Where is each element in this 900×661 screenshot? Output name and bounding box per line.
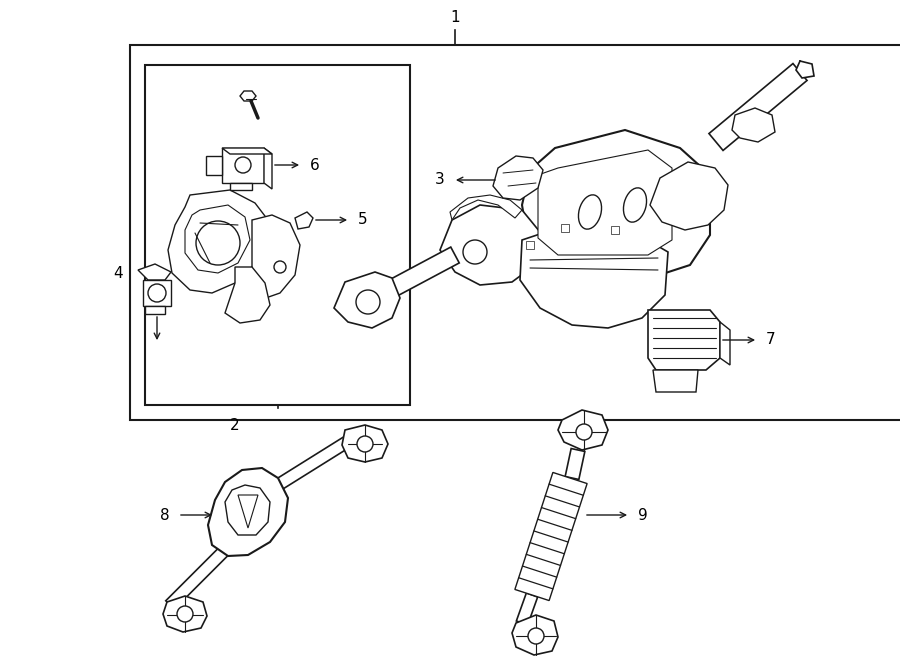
Polygon shape bbox=[138, 264, 171, 280]
Circle shape bbox=[528, 628, 544, 644]
Circle shape bbox=[177, 606, 193, 622]
Circle shape bbox=[356, 290, 380, 314]
Polygon shape bbox=[561, 224, 569, 232]
Circle shape bbox=[148, 284, 166, 302]
Polygon shape bbox=[493, 156, 543, 200]
Polygon shape bbox=[252, 215, 300, 300]
Text: 2: 2 bbox=[230, 418, 239, 433]
Ellipse shape bbox=[624, 188, 646, 222]
Circle shape bbox=[576, 424, 592, 440]
Polygon shape bbox=[334, 272, 400, 328]
Polygon shape bbox=[166, 546, 230, 609]
Polygon shape bbox=[342, 425, 388, 462]
Text: 6: 6 bbox=[310, 157, 320, 173]
Circle shape bbox=[196, 221, 240, 265]
Polygon shape bbox=[512, 615, 558, 655]
Polygon shape bbox=[709, 63, 807, 151]
Polygon shape bbox=[450, 195, 522, 220]
Text: 8: 8 bbox=[160, 508, 170, 522]
Polygon shape bbox=[240, 91, 256, 101]
Polygon shape bbox=[538, 150, 672, 255]
Polygon shape bbox=[208, 468, 288, 556]
Text: 9: 9 bbox=[638, 508, 648, 522]
Circle shape bbox=[357, 436, 373, 452]
Polygon shape bbox=[520, 228, 668, 328]
Text: 1: 1 bbox=[450, 11, 460, 26]
Polygon shape bbox=[206, 156, 222, 175]
Polygon shape bbox=[222, 148, 264, 183]
Circle shape bbox=[463, 240, 487, 264]
Bar bbox=[145, 65, 410, 405]
Polygon shape bbox=[143, 280, 171, 306]
Polygon shape bbox=[295, 212, 313, 229]
Polygon shape bbox=[145, 306, 165, 314]
Polygon shape bbox=[264, 148, 272, 189]
Polygon shape bbox=[376, 247, 459, 303]
Polygon shape bbox=[440, 205, 540, 285]
Ellipse shape bbox=[579, 195, 601, 229]
Text: 4: 4 bbox=[113, 266, 122, 280]
Polygon shape bbox=[238, 495, 258, 528]
Polygon shape bbox=[648, 310, 720, 370]
Polygon shape bbox=[720, 322, 730, 365]
Circle shape bbox=[235, 157, 251, 173]
Polygon shape bbox=[225, 267, 270, 323]
Text: 3: 3 bbox=[436, 173, 445, 188]
Polygon shape bbox=[522, 130, 710, 278]
Polygon shape bbox=[611, 226, 619, 234]
Text: 7: 7 bbox=[766, 332, 776, 348]
Bar bbox=[130, 45, 900, 420]
Polygon shape bbox=[517, 593, 537, 625]
Polygon shape bbox=[225, 485, 270, 535]
Polygon shape bbox=[515, 473, 587, 601]
Polygon shape bbox=[526, 241, 534, 249]
Polygon shape bbox=[274, 435, 353, 490]
Polygon shape bbox=[653, 370, 698, 392]
Polygon shape bbox=[163, 596, 207, 632]
Polygon shape bbox=[565, 449, 585, 479]
Polygon shape bbox=[230, 183, 252, 190]
Polygon shape bbox=[796, 61, 814, 78]
Polygon shape bbox=[650, 162, 728, 230]
Polygon shape bbox=[222, 148, 272, 154]
Polygon shape bbox=[558, 410, 608, 450]
Text: 5: 5 bbox=[358, 212, 367, 227]
Polygon shape bbox=[732, 108, 775, 142]
Polygon shape bbox=[168, 190, 268, 293]
Circle shape bbox=[274, 261, 286, 273]
Polygon shape bbox=[185, 205, 250, 273]
